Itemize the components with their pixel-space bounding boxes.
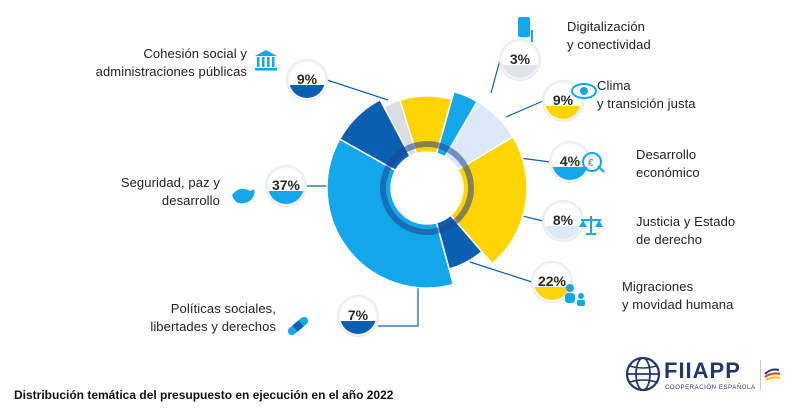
percentage-badge: 8%: [543, 201, 583, 241]
fiiapp-logo: FIIAPP COOPERACIÓN ESPAÑOLA: [622, 355, 782, 400]
category-label-line: económico: [636, 165, 700, 180]
category-label-line: y movidad humana: [622, 297, 734, 312]
category-label: Desarrollo económico: [636, 146, 700, 182]
connector-6: [378, 278, 419, 327]
badge-fill: [289, 85, 325, 98]
badge-fill: [545, 106, 581, 119]
category-label-line: Clima: [597, 78, 631, 93]
category-label-line: Desarrollo: [636, 147, 697, 162]
data-label: 37%: [271, 177, 301, 193]
category-label: Migraciones y movidad humana: [622, 278, 733, 314]
badge-fill: [340, 321, 376, 334]
category-label-line: de derecho: [636, 232, 703, 247]
category-label-line: desarrollo: [161, 193, 220, 208]
category-label: Seguridad, paz y desarrollo: [121, 174, 220, 210]
badge-fill: [552, 167, 588, 180]
building-icon: [255, 50, 277, 71]
connector-8: [326, 79, 389, 101]
category-label-line: Políticas sociales,: [170, 301, 276, 316]
badge-fill: [268, 191, 304, 204]
category-label: Justicia y Estado de derecho: [636, 213, 735, 249]
category-label-line: y conectividad: [567, 37, 651, 52]
badge-fill: [534, 287, 570, 300]
chart-caption: Distribución temática del presupuesto en…: [14, 388, 394, 402]
svg-text:€: €: [588, 158, 594, 169]
globe-icon: [625, 356, 661, 392]
category-label: Clima y transición justa: [597, 77, 696, 113]
pie-slice-8: [338, 98, 412, 172]
category-label: Digitalización y conectividad: [567, 18, 651, 54]
data-label: 7%: [347, 307, 369, 323]
category-label-line: Justicia y Estado: [636, 214, 736, 229]
category-label-line: Digitalización: [567, 19, 645, 34]
category-label-line: Seguridad, paz y: [120, 175, 220, 190]
percentage-badge: 37%: [266, 166, 306, 206]
bandage-icon: [287, 316, 309, 336]
people-icon: [565, 284, 585, 306]
connector-1: [490, 59, 501, 94]
category-label-line: libertades y derechos: [150, 319, 276, 334]
category-label-line: Migraciones: [622, 279, 694, 294]
category-label: Políticas sociales, libertades y derechos: [150, 300, 276, 336]
donut-chart: [326, 90, 528, 289]
category-label-line: y transición justa: [597, 96, 696, 111]
logo-divider: [760, 360, 761, 390]
logo-wordmark: FIIAPP: [664, 358, 741, 383]
eye-icon: [571, 83, 597, 99]
connector-5: [469, 261, 533, 283]
connector-3: [519, 157, 551, 163]
money-icon: €: [582, 152, 605, 173]
percentage-badge: 4%: [550, 142, 590, 182]
category-label: Cohesión social y administraciones públic…: [96, 45, 247, 81]
phone-icon: [518, 17, 533, 42]
data-label: 3%: [509, 51, 531, 67]
data-label: 8%: [552, 212, 574, 228]
data-label: 4%: [559, 153, 581, 169]
percentage-badge: 3%: [500, 40, 540, 80]
category-label-line: administraciones públicas: [95, 64, 247, 79]
connector-2: [505, 100, 544, 118]
badge-fill: [545, 226, 581, 239]
logo-subtitle: COOPERACIÓN ESPAÑOLA: [665, 385, 756, 391]
percentage-badge: 9%: [543, 81, 583, 121]
cooperacion-espanola-icon: [764, 368, 781, 381]
percentage-badge: 7%: [338, 296, 378, 336]
category-label-line: Cohesión social y: [143, 46, 247, 61]
data-label: 9%: [552, 92, 574, 108]
percentage-badge: 9%: [287, 60, 327, 100]
donut-inner-ring: [380, 141, 474, 235]
data-label: 9%: [296, 71, 318, 87]
donut-hole: [393, 154, 461, 222]
scales-icon: [579, 216, 603, 235]
data-label: 22%: [537, 273, 567, 289]
dove-icon: [232, 188, 255, 204]
badge-fill: [502, 65, 538, 78]
